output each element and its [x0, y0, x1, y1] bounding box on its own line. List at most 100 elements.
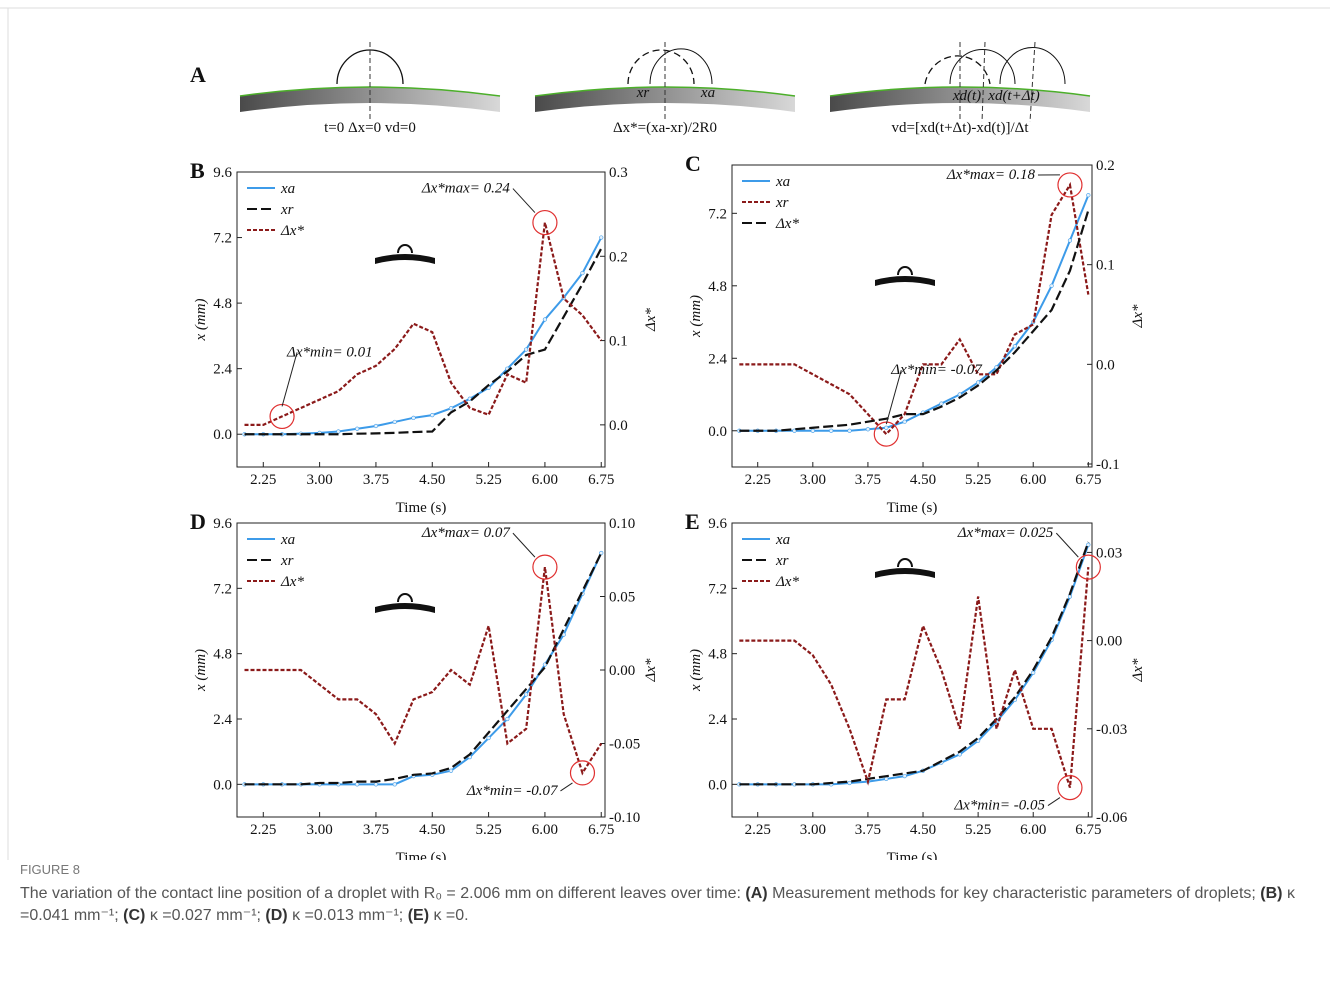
data-point	[542, 662, 548, 667]
y-tick-label: 4.8	[213, 296, 232, 312]
x-tick-label: 4.50	[910, 472, 936, 488]
data-point	[976, 380, 981, 385]
x-axis-title: Time (s)	[396, 500, 447, 516]
data-point	[599, 235, 604, 240]
data-point	[580, 270, 585, 276]
legend-label: xa	[280, 532, 295, 548]
caption-segment: κ =0.027 mm⁻¹;	[145, 907, 266, 924]
legend-label: xr	[280, 202, 294, 218]
x-axis-title: Time (s)	[396, 850, 447, 860]
y-tick-label: 4.8	[213, 647, 232, 663]
annotation-circle	[1075, 554, 1101, 580]
data-line	[244, 237, 603, 436]
legend-label: xa	[775, 174, 790, 190]
x-tick-label: 3.75	[855, 822, 881, 838]
annotation-label: Δx*max= 0.025	[957, 525, 1054, 541]
y-tick-label: 2.4	[213, 712, 232, 728]
y-tick-label: 2.4	[708, 351, 727, 367]
x-tick-label: 5.25	[965, 472, 991, 488]
annotation-label: Δx*max= 0.24	[421, 181, 511, 197]
annotation-arrow	[1055, 532, 1079, 558]
x-tick-label: 3.75	[855, 472, 881, 488]
annotation-circle	[532, 209, 558, 236]
caption-panel-ref: (A)	[745, 885, 768, 902]
data-point	[430, 413, 435, 418]
x-tick-label: 3.75	[363, 822, 389, 838]
y-tick-label: 4.8	[708, 279, 727, 295]
annotation-label: Δx*min= 0.01	[286, 344, 373, 360]
x-tick-label: 6.75	[588, 822, 614, 838]
caption-panel-ref: (E)	[407, 907, 430, 924]
y2-axis-title: Δx*	[643, 658, 659, 682]
caption-segment: κ =0.013 mm⁻¹;	[287, 907, 408, 924]
data-point	[448, 768, 454, 773]
annotation-circle	[1057, 774, 1083, 801]
contact-label: xd(t)	[952, 88, 981, 104]
panel-letter: C	[685, 151, 701, 176]
y-tick-label: 9.6	[708, 516, 727, 532]
panel-letter: D	[190, 509, 206, 534]
data-line	[244, 552, 603, 786]
y-tick-label: 7.2	[213, 231, 232, 247]
annotation-arrow	[1047, 797, 1061, 807]
data-point	[542, 317, 548, 322]
contact-label: xd(t+Δt)	[987, 88, 1039, 104]
plot-frame	[236, 171, 606, 468]
data-point	[505, 716, 510, 722]
x-tick-label: 6.00	[1020, 822, 1046, 838]
y-tick-label: 0.0	[708, 424, 727, 440]
y2-tick-label: 0.3	[609, 165, 628, 181]
legend-label: Δx*	[280, 574, 304, 590]
caption-segment: Measurement methods for key characterist…	[767, 885, 1261, 902]
data-point	[884, 425, 889, 430]
annotation-circle	[532, 554, 558, 580]
data-point	[1012, 344, 1017, 349]
y2-tick-label: -0.10	[609, 810, 640, 826]
y2-tick-label: 0.10	[609, 516, 635, 532]
data-line	[739, 181, 1090, 436]
data-point	[392, 782, 397, 787]
contact-label: xa	[700, 85, 715, 101]
x-axis-title: Time (s)	[887, 850, 938, 860]
y2-tick-label: 0.0	[609, 418, 628, 434]
x-tick-label: 3.00	[306, 472, 332, 488]
panel-a-diagram	[239, 41, 1091, 123]
droplet-icon	[397, 593, 413, 603]
droplet-icon	[875, 568, 935, 578]
data-point	[865, 427, 871, 432]
data-point	[486, 735, 491, 741]
panel-letter: A	[190, 62, 206, 87]
x-tick-label: 5.25	[475, 472, 501, 488]
panel-a-caption: vd=[xd(t+Δt)-xd(t)]/Δt	[891, 120, 1029, 136]
x-axis-title: Time (s)	[887, 500, 938, 516]
x-tick-label: 4.50	[910, 822, 936, 838]
y2-axis-title: Δx*	[643, 308, 659, 332]
data-point	[1086, 542, 1091, 547]
caption-segment: κ =0.041 mm⁻¹;	[20, 885, 1295, 924]
annotation-label: Δx*max= 0.07	[421, 525, 512, 541]
data-line	[739, 209, 1090, 432]
data-point	[939, 401, 944, 406]
y-tick-label: 4.8	[708, 647, 727, 663]
y-tick-label: 2.4	[708, 712, 727, 728]
data-point	[448, 406, 454, 411]
x-tick-label: 4.50	[419, 822, 445, 838]
data-point	[599, 550, 604, 556]
legend-label: Δx*	[280, 223, 304, 239]
annotation-arrow	[512, 532, 536, 558]
annotation-label: Δx*min= -0.07	[890, 362, 983, 378]
data-point	[355, 426, 360, 431]
y-axis-title: x (mm)	[688, 649, 704, 692]
annotation-circle	[873, 421, 899, 447]
legend-label: xr	[775, 195, 789, 211]
annotation-arrow	[281, 352, 298, 407]
annotation-label: Δx*max= 0.18	[946, 167, 1036, 183]
y-tick-label: 9.6	[213, 516, 232, 532]
legend-label: Δx*	[775, 216, 799, 232]
data-point	[810, 428, 815, 433]
data-point	[847, 780, 852, 786]
y2-tick-label: -0.1	[1096, 457, 1120, 473]
data-line	[244, 222, 603, 426]
droplet-icon	[875, 276, 935, 286]
